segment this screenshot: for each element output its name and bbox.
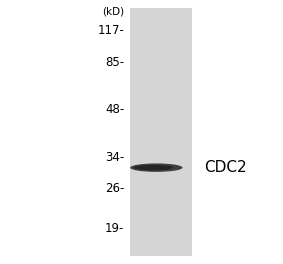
Ellipse shape	[134, 165, 173, 170]
Bar	[130, 8, 192, 256]
Text: 48-: 48-	[105, 103, 125, 116]
Text: 117-: 117-	[98, 24, 125, 37]
Text: CDC2: CDC2	[204, 160, 246, 175]
Text: 19-: 19-	[105, 222, 125, 235]
Text: 34-: 34-	[105, 150, 125, 164]
Text: 85-: 85-	[105, 55, 125, 69]
Ellipse shape	[130, 163, 183, 172]
Text: (kD): (kD)	[102, 7, 125, 17]
Text: 26-: 26-	[105, 182, 125, 195]
